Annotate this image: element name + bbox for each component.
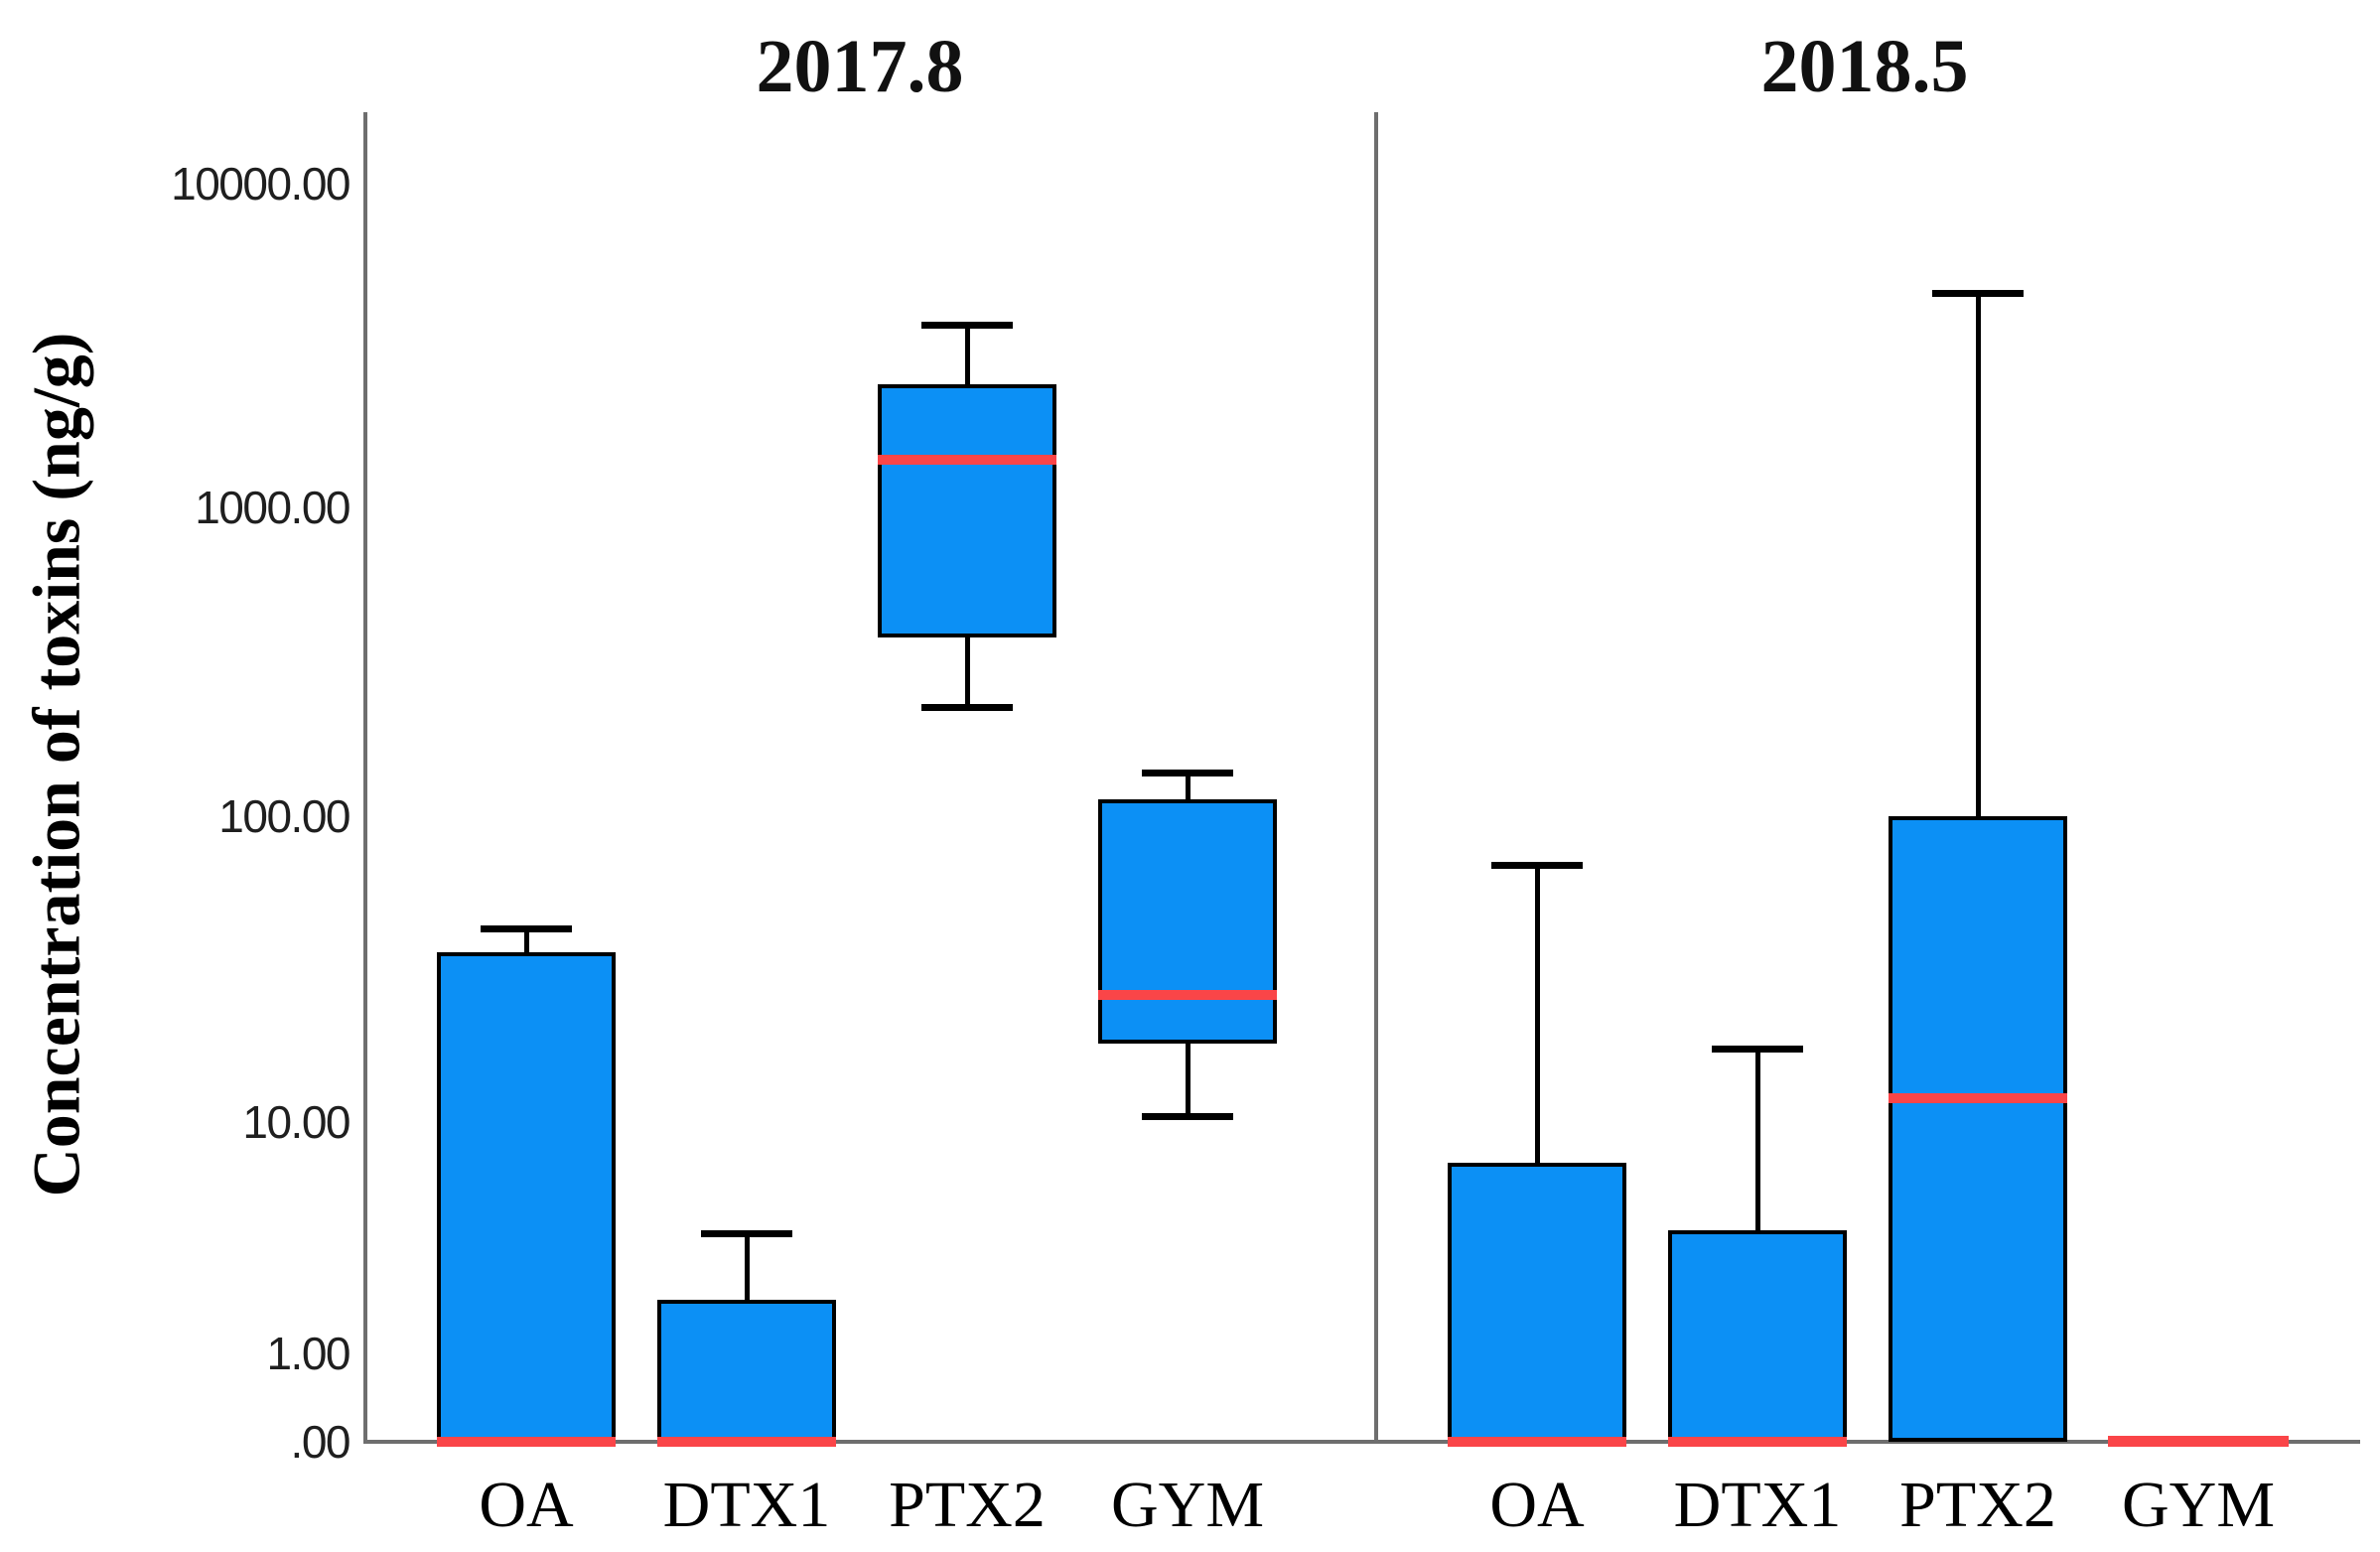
upper-whisker-cap-DTX1-panel1 <box>1712 1046 1803 1054</box>
y-tick-label-10_00: 10.00 <box>242 1096 350 1148</box>
category-label-GYM-panel0: GYM <box>1110 1469 1265 1541</box>
box-OA-panel0 <box>437 951 616 1442</box>
box-PTX2-panel1 <box>1889 816 2067 1442</box>
median-line-DTX1-panel0 <box>657 1437 836 1447</box>
upper-whisker-cap-DTX1-panel0 <box>701 1230 792 1238</box>
median-line-OA-panel1 <box>1448 1437 1626 1447</box>
lower-whisker-cap-GYM-panel0 <box>1142 1113 1233 1121</box>
lower-whisker-GYM-panel0 <box>1185 1044 1190 1115</box>
panel-title-2017-8: 2017.8 <box>756 25 964 108</box>
lower-whisker-cap-PTX2-panel0 <box>921 703 1013 711</box>
upper-whisker-OA-panel0 <box>523 931 529 952</box>
upper-whisker-cap-OA-panel1 <box>1491 861 1583 869</box>
upper-whisker-GYM-panel0 <box>1185 776 1190 800</box>
median-line-GYM-panel1 <box>2108 1436 2289 1447</box>
upper-whisker-cap-GYM-panel0 <box>1142 770 1233 777</box>
upper-whisker-DTX1-panel1 <box>1754 1052 1760 1231</box>
category-label-PTX2-panel0: PTX2 <box>889 1469 1046 1541</box>
upper-whisker-cap-PTX2-panel0 <box>921 321 1013 329</box>
y-tick-label-10000_00: 10000.00 <box>171 158 350 210</box>
median-line-PTX2-panel1 <box>1889 1092 2067 1103</box>
y-tick-label-1000_00: 1000.00 <box>195 482 350 533</box>
median-line-DTX1-panel1 <box>1668 1437 1847 1447</box>
category-label-OA-panel1: OA <box>1489 1469 1585 1541</box>
box-GYM-panel0 <box>1098 799 1277 1045</box>
panel-title-2018-5: 2018.5 <box>1760 25 1969 108</box>
category-label-DTX1-panel1: DTX1 <box>1673 1469 1842 1541</box>
x-axis-baseline <box>363 1440 2360 1444</box>
category-label-PTX2-panel1: PTX2 <box>1899 1469 2056 1541</box>
upper-whisker-cap-PTX2-panel1 <box>1932 290 2024 298</box>
category-label-OA-panel0: OA <box>479 1469 574 1541</box>
upper-whisker-OA-panel1 <box>1534 867 1540 1163</box>
upper-whisker-cap-OA-panel0 <box>481 925 572 933</box>
median-line-GYM-panel0 <box>1098 990 1277 1001</box>
median-line-PTX2-panel0 <box>878 455 1056 466</box>
y-axis-title: Concentration of toxins (ng/g) <box>18 332 94 1198</box>
lower-whisker-PTX2-panel0 <box>964 636 970 705</box>
y-tick-label-_00: .00 <box>290 1416 351 1468</box>
box-DTX1-panel1 <box>1668 1230 1847 1442</box>
upper-whisker-DTX1-panel0 <box>744 1236 750 1301</box>
category-label-DTX1-panel0: DTX1 <box>662 1469 831 1541</box>
upper-whisker-PTX2-panel1 <box>1975 296 1981 816</box>
upper-whisker-PTX2-panel0 <box>964 327 970 385</box>
panel-divider-line <box>1374 112 1378 1444</box>
box-PTX2-panel0 <box>878 384 1056 637</box>
y-tick-label-100_00: 100.00 <box>218 790 350 842</box>
box-OA-panel1 <box>1448 1162 1626 1442</box>
box-DTX1-panel0 <box>657 1300 836 1442</box>
y-tick-label-1_00: 1.00 <box>266 1328 350 1379</box>
category-label-GYM-panel1: GYM <box>2121 1469 2276 1541</box>
median-line-OA-panel0 <box>437 1437 616 1447</box>
y-axis-line <box>363 112 367 1444</box>
